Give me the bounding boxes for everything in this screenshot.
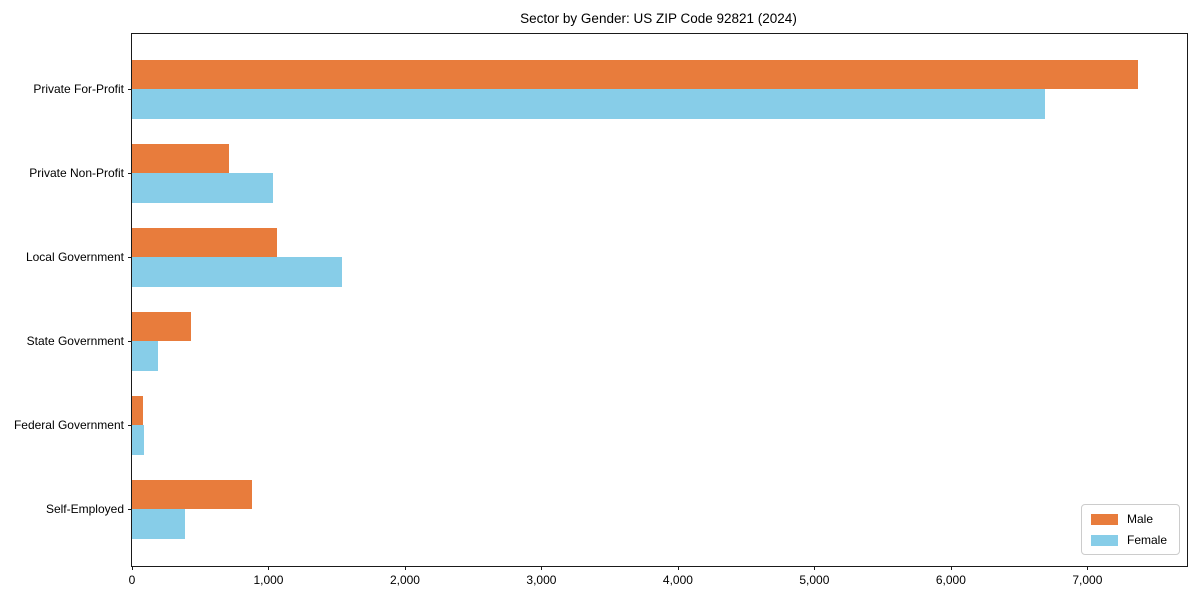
x-tick-label: 4,000 bbox=[662, 573, 693, 587]
y-tick-mark bbox=[128, 508, 132, 510]
bar-female-state-government bbox=[132, 341, 158, 371]
legend-entry-male: Male bbox=[1090, 512, 1167, 526]
x-tick-label: 6,000 bbox=[935, 573, 966, 587]
legend-label-male: Male bbox=[1126, 512, 1153, 526]
x-tick-mark bbox=[541, 566, 543, 570]
bar-male-local-government bbox=[132, 227, 277, 257]
x-tick-mark bbox=[950, 566, 952, 570]
y-axis-category-label: State Government bbox=[26, 334, 124, 348]
bar-male-self-employed bbox=[132, 479, 253, 509]
legend-label-female: Female bbox=[1126, 533, 1167, 547]
y-tick-mark bbox=[128, 424, 132, 426]
x-tick-label: 2,000 bbox=[389, 573, 420, 587]
male-swatch-icon bbox=[1090, 513, 1118, 525]
y-tick-mark bbox=[128, 256, 132, 258]
x-tick-mark bbox=[268, 566, 270, 570]
bar-female-federal-government bbox=[132, 425, 144, 455]
bar-female-private-non-profit bbox=[132, 173, 273, 203]
x-tick-mark bbox=[132, 566, 133, 570]
x-tick-label: 1,000 bbox=[253, 573, 284, 587]
bar-female-private-for-profit bbox=[132, 89, 1046, 119]
x-tick-label: 5,000 bbox=[799, 573, 830, 587]
legend: Male Female bbox=[1080, 504, 1180, 555]
bar-male-private-for-profit bbox=[132, 59, 1138, 89]
chart-title: Sector by Gender: US ZIP Code 92821 (202… bbox=[520, 11, 797, 26]
x-tick-label: 0 bbox=[128, 573, 136, 587]
bar-female-local-government bbox=[132, 257, 343, 287]
x-tick-mark bbox=[677, 566, 679, 570]
x-tick-mark bbox=[404, 566, 406, 570]
y-axis-category-label: Local Government bbox=[25, 250, 124, 264]
y-axis-category-label: Self-Employed bbox=[45, 502, 124, 516]
x-tick-label: 7,000 bbox=[1072, 573, 1103, 587]
bar-female-self-employed bbox=[132, 509, 186, 539]
x-tick-mark bbox=[814, 566, 816, 570]
bar-male-private-non-profit bbox=[132, 143, 229, 173]
plot-area: Male Female Private For-Profit Private No… bbox=[14, 33, 1188, 587]
bar-male-state-government bbox=[132, 311, 191, 341]
bar-male-federal-government bbox=[132, 395, 143, 425]
y-axis-category-label: Private Non-Profit bbox=[29, 166, 124, 180]
y-tick-mark bbox=[128, 172, 132, 174]
x-tick-mark bbox=[1087, 566, 1089, 570]
x-tick-label: 3,000 bbox=[526, 573, 557, 587]
y-axis-category-label: Private For-Profit bbox=[33, 82, 124, 96]
female-swatch-icon bbox=[1090, 534, 1118, 546]
legend-entry-female: Female bbox=[1090, 533, 1167, 547]
y-axis-category-label: Federal Government bbox=[13, 418, 124, 432]
y-tick-mark bbox=[128, 340, 132, 342]
y-tick-mark bbox=[128, 88, 132, 90]
